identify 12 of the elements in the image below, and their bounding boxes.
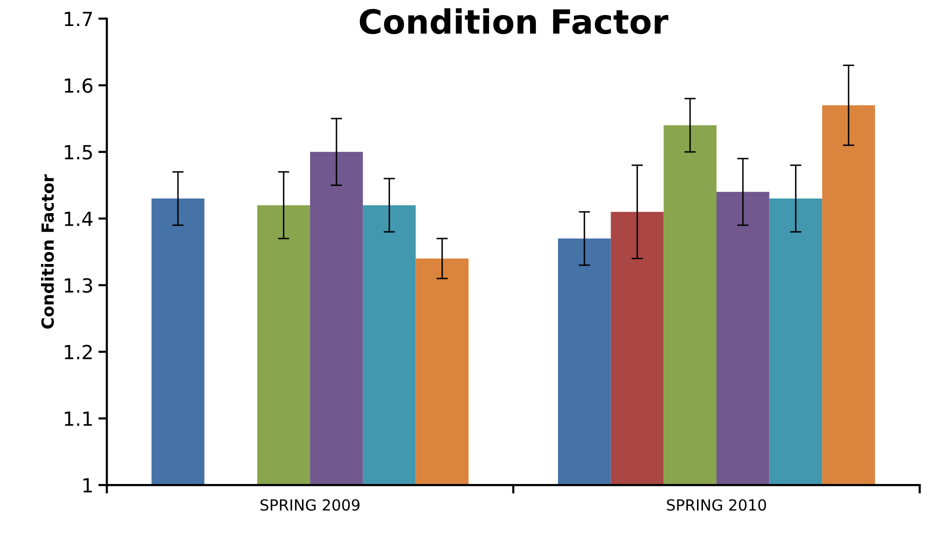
y-tick-label: 1.1 — [64, 412, 92, 426]
y-tick-label: 1.7 — [64, 12, 92, 26]
y-tick-label: 1.6 — [64, 78, 92, 93]
x-tick-label: SPRING 2009 — [260, 499, 360, 511]
y-tick-label: 1.5 — [64, 145, 92, 160]
x-tick-label: SPRING 2010 — [666, 499, 766, 511]
y-tick-label: 1.3 — [64, 278, 92, 293]
y-tick-label: 1.2 — [64, 344, 92, 360]
chart-title: Condition Factor — [360, 8, 668, 34]
y-tick-label: 1 — [83, 478, 92, 492]
y-axis-title: Condition Factor — [41, 174, 54, 329]
y-tick-label: 1.4 — [64, 212, 93, 226]
